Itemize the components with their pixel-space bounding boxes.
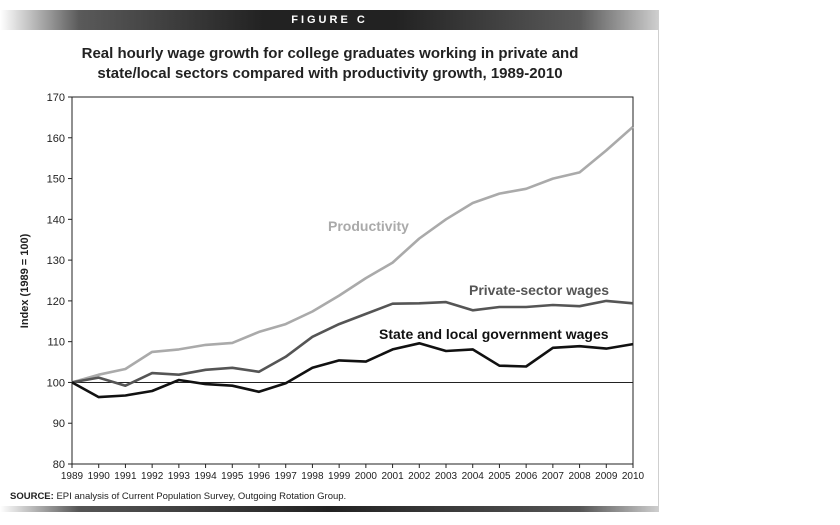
series-line-productivity [71, 125, 634, 384]
y-axis-label: Index (1989 = 100) [19, 233, 31, 328]
x-tick-label: 2009 [595, 471, 618, 482]
y-tick-label: 150 [47, 174, 65, 186]
y-tick-label: 160 [47, 133, 65, 145]
series-line-private-sector-wages [71, 299, 634, 388]
chart-title-line-2: state/local sectors compared with produc… [97, 65, 563, 82]
x-tick-label: 2003 [435, 471, 458, 482]
x-tick-label: 1993 [168, 471, 191, 482]
x-tick-label: 1999 [328, 471, 351, 482]
plot-area [71, 96, 634, 465]
page-divider [658, 10, 659, 507]
x-tick-label: 1997 [275, 471, 298, 482]
x-tick-label: 1991 [114, 471, 137, 482]
figure-banner [0, 10, 659, 30]
series-label-productivity: Productivity [328, 218, 409, 234]
x-tick-label: 1989 [61, 471, 84, 482]
y-tick-label: 110 [47, 337, 65, 349]
x-tick-label: 1994 [194, 471, 217, 482]
series-label-private-sector-wages: Private-sector wages [469, 282, 609, 298]
y-tick-label: 90 [53, 418, 65, 430]
series-lines [71, 125, 634, 399]
x-tick-label: 2010 [622, 471, 645, 482]
figure-label: FIGURE C [291, 14, 368, 26]
chart-title-line-1: Real hourly wage growth for college grad… [81, 45, 579, 62]
chart-title: Real hourly wage growth for college grad… [40, 44, 620, 84]
y-tick-label: 130 [47, 255, 65, 267]
source-text: EPI analysis of Current Population Surve… [53, 491, 347, 502]
x-tick-label: 1992 [141, 471, 164, 482]
y-tick-label: 80 [53, 459, 65, 471]
series-line-state-local-wages [71, 341, 634, 399]
x-tick-label: 1995 [221, 471, 244, 482]
series-label-state-local-wages: State and local government wages [379, 326, 609, 342]
x-tick-label: 1996 [248, 471, 271, 482]
bottom-rule [0, 506, 659, 512]
x-axis: 1989 1990 1991 1992 1993 1994 1995 1996 1997 1998… [61, 464, 645, 482]
x-tick-label: 1990 [88, 471, 111, 482]
y-tick-label: 100 [47, 377, 65, 389]
y-tick-label: 120 [47, 296, 65, 308]
y-axis: 80 90 100 110 120 130 140 150 160 170 [47, 92, 72, 471]
source-prefix: SOURCE: [10, 491, 54, 502]
y-tick-label: 140 [47, 214, 65, 226]
x-tick-label: 2001 [381, 471, 404, 482]
y-tick-label: 170 [47, 92, 65, 104]
x-tick-label: 2002 [408, 471, 431, 482]
source-note: SOURCE: EPI analysis of Current Populati… [10, 491, 346, 502]
x-tick-label: 2000 [355, 471, 378, 482]
x-tick-label: 2004 [462, 471, 485, 482]
x-tick-label: 2007 [542, 471, 565, 482]
x-tick-label: 2005 [488, 471, 511, 482]
x-tick-label: 2006 [515, 471, 538, 482]
x-tick-label: 1998 [301, 471, 324, 482]
x-tick-label: 2008 [568, 471, 591, 482]
